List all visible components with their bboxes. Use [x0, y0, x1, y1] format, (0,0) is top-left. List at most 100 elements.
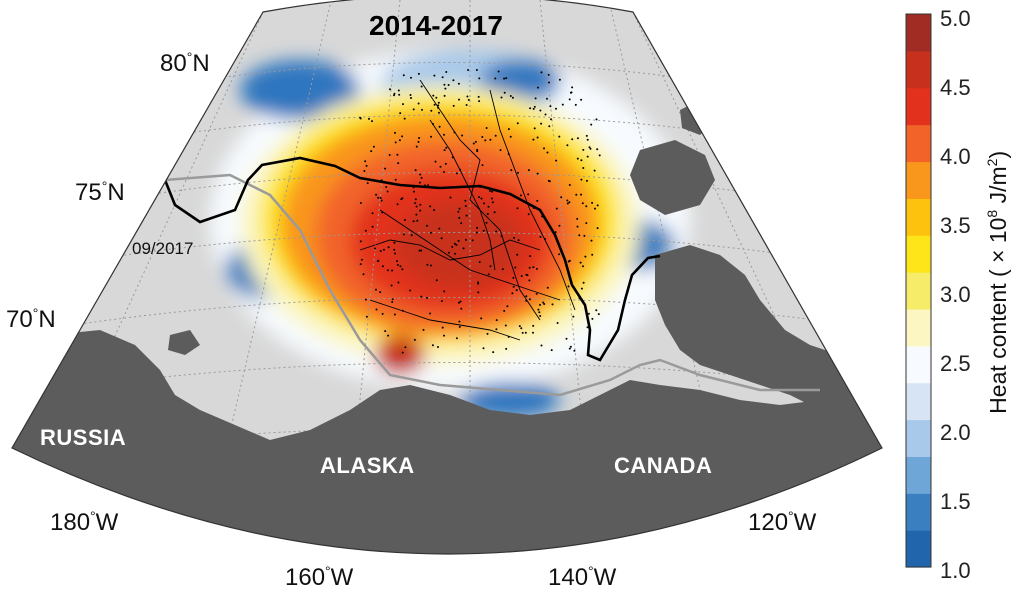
float-profile-dot	[506, 305, 509, 308]
float-profile-dot	[595, 309, 598, 312]
float-profile-dot	[465, 214, 468, 217]
float-profile-dot	[464, 205, 467, 208]
float-profile-dot	[371, 212, 374, 215]
float-profile-dot	[555, 207, 558, 210]
float-profile-dot	[426, 263, 429, 266]
float-profile-dot	[409, 289, 412, 292]
float-profile-dot	[590, 123, 593, 126]
float-profile-dot	[440, 237, 443, 240]
float-profile-dot	[509, 135, 512, 138]
float-profile-dot	[461, 134, 464, 137]
float-profile-dot	[547, 179, 550, 182]
float-profile-dot	[485, 221, 488, 224]
float-profile-dot	[505, 347, 508, 350]
float-profile-dot	[594, 207, 596, 210]
heat-layer-darkred	[395, 200, 525, 290]
float-profile-dot	[503, 309, 506, 312]
float-profile-dot	[438, 111, 440, 114]
colorbar	[905, 13, 932, 568]
float-profile-dot	[546, 97, 548, 100]
colorbar-segment	[906, 235, 931, 273]
float-profile-dot	[426, 224, 428, 227]
float-profile-dot	[582, 148, 585, 151]
float-profile-dots	[359, 69, 601, 354]
float-profile-dot	[491, 190, 494, 193]
float-profile-dot	[426, 296, 428, 299]
float-profile-dot	[596, 227, 599, 230]
float-profile-dot	[420, 85, 423, 88]
float-profile-dot	[443, 290, 446, 293]
float-profile-dot	[417, 72, 420, 75]
float-profile-dot	[544, 238, 546, 240]
float-profile-dot	[586, 155, 589, 158]
graticule-line	[139, 62, 761, 91]
float-profile-dot	[415, 213, 418, 216]
float-profile-dot	[556, 322, 559, 324]
float-profile-dot	[381, 211, 384, 214]
float-profile-dot	[455, 337, 458, 340]
float-profile-dot	[504, 324, 507, 327]
float-profile-dot	[489, 265, 492, 268]
float-profile-dot	[459, 168, 462, 171]
float-profile-dot	[569, 345, 572, 348]
lon-label-120: 120°W	[748, 508, 817, 536]
lon-label-180: 180°W	[50, 508, 119, 536]
float-profile-dot	[444, 162, 447, 165]
float-profile-dot	[495, 328, 498, 331]
float-profile-dot	[381, 312, 384, 315]
float-profile-dot	[471, 239, 474, 242]
float-profile-dot	[399, 265, 402, 268]
float-profile-dot	[466, 95, 469, 98]
float-profile-dot	[580, 98, 583, 101]
float-profile-dot	[376, 260, 379, 263]
float-profile-dot	[539, 303, 541, 306]
float-profile-dot	[366, 182, 369, 185]
float-profile-dot	[419, 173, 422, 176]
colorbar-label: Heat content ( × 108 J/m2)	[984, 150, 1011, 414]
float-profile-dot	[505, 77, 508, 80]
float-profile-dot	[597, 313, 600, 316]
float-profile-dot	[521, 331, 524, 334]
float-profile-dot	[418, 137, 421, 139]
float-profile-dot	[576, 137, 579, 140]
float-profile-dot	[454, 252, 457, 255]
float-profile-dot	[478, 100, 481, 103]
colorbar-tick-label: 1.0	[940, 558, 971, 583]
float-profile-dot	[432, 123, 434, 125]
float-profile-dot	[447, 84, 450, 86]
float-profile-dot	[533, 207, 535, 209]
float-profile-dot	[517, 171, 519, 174]
float-profile-dot	[429, 312, 432, 315]
float-profile-dot	[589, 147, 592, 150]
float-profile-dot	[420, 295, 423, 298]
float-profile-dot	[371, 225, 374, 228]
float-profile-dot	[582, 167, 585, 169]
region-label-alaska: ALASKA	[320, 453, 415, 478]
float-profile-dot	[434, 160, 437, 163]
float-profile-dot	[580, 193, 582, 196]
float-profile-dot	[433, 209, 436, 211]
float-profile-dot	[437, 346, 439, 348]
float-profile-dot	[457, 301, 460, 304]
float-profile-dot	[585, 134, 588, 137]
map-title: 2014-2017	[369, 10, 503, 41]
float-profile-dot	[398, 139, 401, 142]
float-profile-dot	[384, 167, 387, 170]
land-island-east	[760, 160, 860, 230]
float-profile-dot	[540, 71, 543, 74]
colorbar-segment	[906, 87, 931, 126]
float-profile-dot	[543, 303, 546, 305]
float-profile-dot	[490, 197, 493, 200]
float-profile-dot	[394, 141, 397, 144]
float-profile-dot	[478, 261, 481, 263]
float-profile-dot	[591, 317, 594, 320]
float-profile-dot	[458, 320, 461, 323]
float-profile-dot	[427, 184, 430, 187]
float-profile-dot	[460, 222, 463, 225]
float-profile-dot	[550, 118, 552, 121]
float-profile-dot	[430, 109, 433, 112]
float-profile-dot	[489, 189, 491, 192]
lat-label-75: 75°N	[75, 178, 125, 206]
float-profile-dot	[452, 104, 455, 107]
float-profile-dot	[364, 160, 367, 163]
